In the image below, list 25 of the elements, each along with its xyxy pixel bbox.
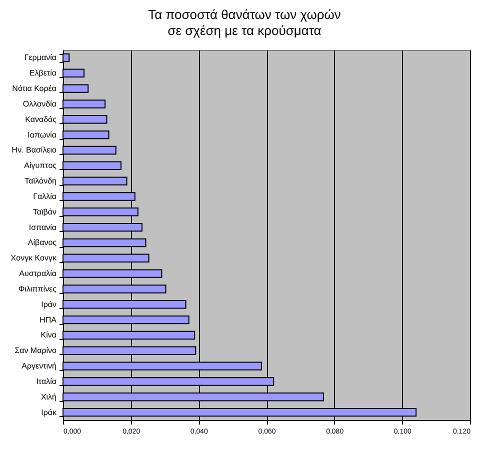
y-tick-label: Αργεντινή bbox=[22, 362, 56, 371]
y-tick-label: Φιλιππίνες bbox=[18, 284, 57, 294]
y-tick-label: Νότια Κορέα bbox=[12, 84, 57, 94]
y-tick-label: Κίνα bbox=[40, 330, 57, 340]
y-tick-label: Ην. Βασίλειο bbox=[12, 146, 58, 155]
y-tick-label: Αίγυπτος bbox=[24, 161, 57, 170]
y-tick-label: Ταϊβάν bbox=[32, 207, 56, 216]
y-tick-label: Ιράκ bbox=[41, 408, 58, 417]
y-tick-label: Ιταλία bbox=[36, 376, 57, 386]
y-tick-label: Ισπανία bbox=[28, 222, 57, 232]
y-tick-label: ΗΠΑ bbox=[40, 315, 58, 324]
y-tick-label: Χονγκ Κονγκ bbox=[10, 254, 58, 263]
y-tick-label: Καναδάς bbox=[25, 114, 57, 124]
y-tick-label: Σαν Μαρίνο bbox=[14, 346, 58, 356]
y-tick-label: Αυστραλία bbox=[19, 269, 57, 278]
y-tick-label: Ιράν bbox=[41, 300, 56, 309]
y-tick-label: Ιαπωνία bbox=[28, 130, 57, 140]
y-tick-label: Γερμανία bbox=[24, 53, 57, 62]
y-tick-label: Ταϊλάνδη bbox=[24, 176, 56, 186]
y-tick-label: Ολλανδία bbox=[22, 99, 57, 108]
y-tick-label: Λίβανος bbox=[28, 238, 57, 248]
chart-title: Τα ποσοστά θανάτων των χωρών σε σχέση με τα κρούσματα bbox=[148, 7, 341, 38]
y-tick-label: Χιλή bbox=[40, 392, 56, 402]
y-tick-label: Γαλλία bbox=[33, 192, 57, 201]
y-tick-label: Ελβετία bbox=[29, 68, 57, 78]
